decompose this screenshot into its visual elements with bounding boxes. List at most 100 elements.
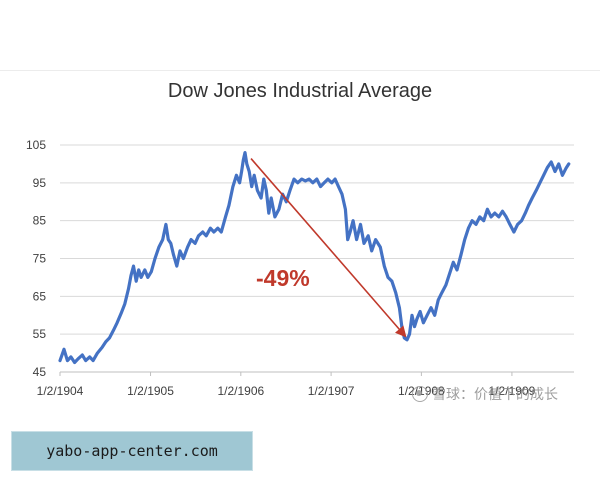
data-point [112,329,115,332]
data-point [370,249,373,253]
data-point [146,276,149,279]
data-point [96,351,99,355]
data-point [157,245,161,249]
data-point [178,249,182,253]
site-banner-label[interactable]: yabo-app-center.com [46,442,218,460]
data-point [413,325,416,328]
data-point [100,346,104,349]
data-point [493,211,496,215]
data-point [542,174,545,177]
data-point [359,223,362,226]
data-point [437,298,440,302]
data-point [512,230,516,234]
data-point [527,204,530,207]
y-tick-label: 85 [33,214,47,228]
data-point [69,355,73,359]
data-point [463,238,466,241]
data-point [415,317,419,321]
data-point [323,181,326,184]
data-point [242,158,245,162]
data-point [108,336,111,340]
data-point [81,353,84,357]
data-point [300,177,303,181]
y-tick-label: 55 [33,327,47,341]
series-line [58,151,571,365]
data-point [520,219,523,222]
data-point [189,238,193,241]
data-point [256,189,259,192]
data-point [418,310,422,313]
data-point [143,268,146,272]
data-point [565,166,568,169]
data-point [333,177,337,181]
data-point [277,208,281,211]
data-point [307,177,311,181]
data-point [248,170,251,173]
data-point [262,177,265,181]
data-point [231,185,235,188]
data-point [245,162,248,166]
data-point [104,340,108,343]
data-point [344,208,347,211]
data-point [383,264,386,268]
data-point [135,280,138,283]
data-point [315,177,318,181]
data-point [66,359,69,362]
data-point [127,287,130,290]
data-point [351,219,355,222]
data-point [58,359,62,362]
data-point [489,215,493,219]
data-point [88,355,91,359]
data-point [240,170,243,173]
site-banner[interactable]: yabo-app-center.com [11,431,253,471]
data-point [561,174,564,177]
data-point [470,219,474,222]
y-tick-label: 105 [26,138,46,152]
data-point [408,333,411,336]
data-point [538,181,542,184]
data-point [433,314,436,317]
data-point [76,357,80,360]
data-point [292,177,296,181]
data-point [400,325,403,328]
data-point [62,348,66,351]
data-point [425,314,429,317]
decline-arrow [250,158,407,338]
data-point [367,234,370,237]
data-point [452,261,455,264]
data-point [346,238,349,241]
data-point [459,253,463,256]
data-point [311,181,314,184]
data-point [193,242,197,245]
data-point [337,185,340,188]
data-point [175,264,178,268]
data-point [205,234,208,237]
data-point [115,321,119,324]
data-point [243,151,247,154]
data-point [182,257,185,260]
data-point [501,210,504,213]
watermark-text: 雪球：价值下的成长 [432,387,558,403]
data-point [220,230,223,234]
data-point [153,257,157,260]
data-point [304,179,307,183]
data-point [429,306,433,309]
data-point [224,215,227,219]
data-point [253,174,256,177]
data-point [482,219,485,222]
data-point [91,359,95,362]
watermark: 雪球：价值下的成长 [412,384,558,404]
data-point [84,359,87,362]
data-point [557,162,560,166]
data-point [270,196,273,200]
y-tick-label: 75 [33,252,47,266]
data-point [164,223,168,226]
data-point [167,238,170,241]
data-point [478,215,481,219]
data-point [259,196,263,200]
data-point [410,314,414,317]
data-point [137,268,140,272]
data-point [467,227,470,230]
data-point [73,361,76,364]
data-point [161,238,164,241]
